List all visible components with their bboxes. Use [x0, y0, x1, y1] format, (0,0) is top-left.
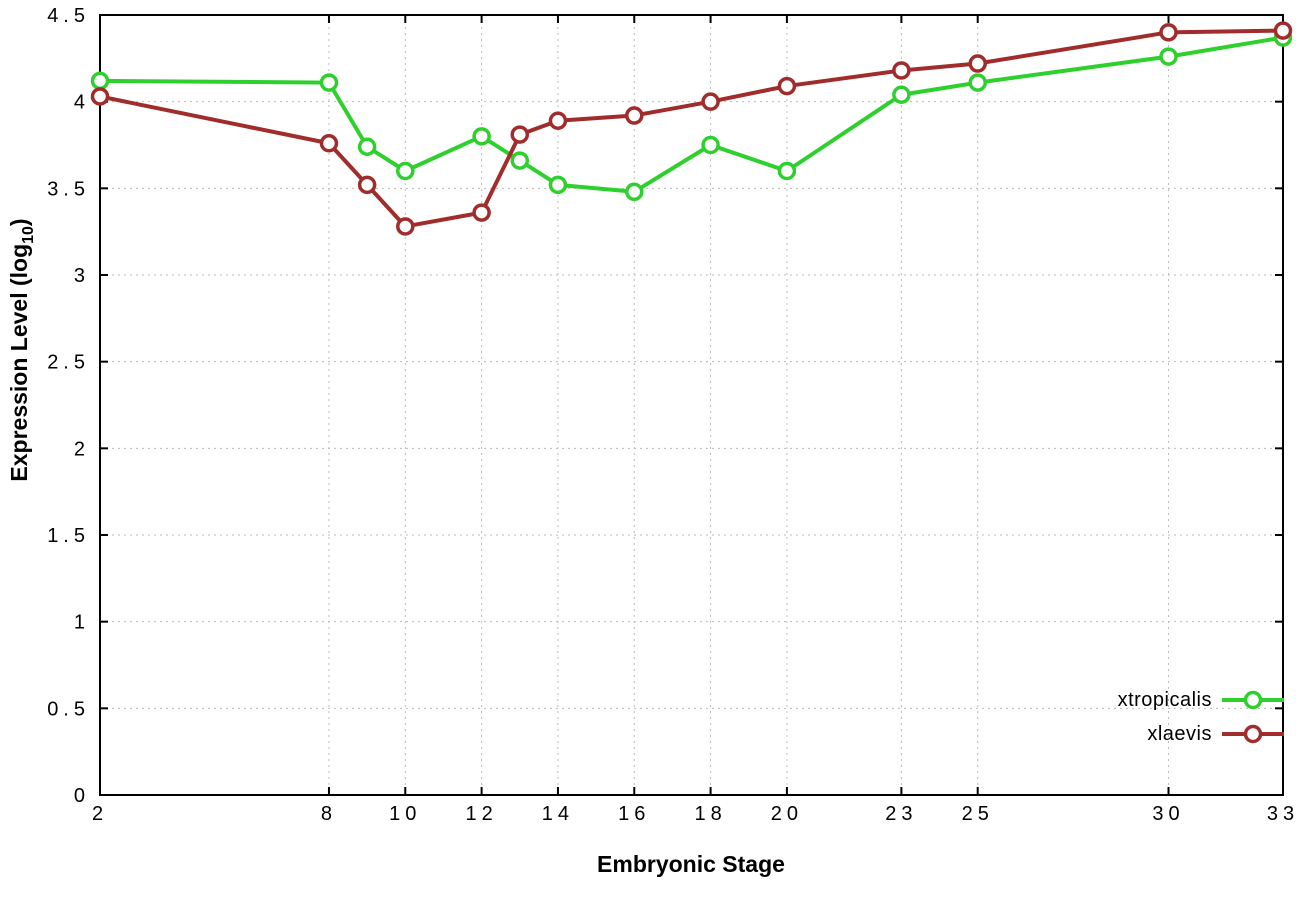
data-point-marker-xlaevis: [1159, 23, 1178, 42]
data-point-marker-xtropicalis: [396, 161, 415, 181]
data-point-marker-xlaevis: [701, 92, 720, 111]
data-point-marker-xtropicalis: [357, 137, 377, 156]
data-point-marker-xlaevis: [548, 111, 568, 130]
series-line-xtropicalis: [98, 35, 1285, 194]
x-tick-label: 18: [694, 803, 726, 825]
legend-key-marker-xtropicalis: [1243, 690, 1263, 710]
y-axis-label-text: Expression Level (log: [6, 243, 33, 482]
y-tick-label: 3.5: [47, 178, 90, 200]
x-tick-label: 10: [389, 803, 421, 825]
data-point-marker-xlaevis: [472, 203, 491, 222]
data-point-marker-xtropicalis: [777, 161, 797, 181]
x-axis-label: Embryonic Stage: [597, 851, 785, 877]
data-point-marker-xlaevis: [396, 217, 415, 236]
y-tick-label: 1: [74, 612, 90, 634]
y-tick-label: 0: [74, 785, 90, 807]
x-tick-label: 16: [618, 803, 650, 825]
data-point-marker-xlaevis: [777, 76, 797, 96]
legend-label-xlaevis: xlaevis: [1147, 723, 1212, 745]
data-point-marker-xlaevis: [90, 87, 110, 106]
legend-key-marker-xlaevis: [1243, 724, 1263, 744]
data-point-marker-xtropicalis: [472, 127, 491, 146]
data-point-marker-xlaevis: [1273, 21, 1293, 40]
data-point-marker-xtropicalis: [625, 182, 644, 202]
y-tick-label: 4.5: [47, 5, 90, 27]
y-tick-label: 1.5: [47, 525, 90, 547]
legend-label-xtropicalis: xtropicalis: [1117, 689, 1212, 711]
x-tick-label: 2: [92, 803, 108, 825]
x-tick-label: 33: [1267, 803, 1296, 825]
y-tick-label: 2: [74, 438, 90, 460]
data-point-marker-xtropicalis: [319, 73, 339, 92]
y-tick-label: 0.5: [47, 698, 90, 720]
data-point-marker-xlaevis: [319, 134, 339, 153]
data-point-marker-xtropicalis: [548, 175, 568, 195]
data-point-marker-xtropicalis: [892, 85, 911, 104]
x-tick-label: 25: [962, 803, 994, 825]
y-tick-label: 2.5: [47, 352, 90, 374]
plot-border: [99, 14, 1284, 796]
data-point-marker-xtropicalis: [968, 73, 987, 92]
x-tick-label: 8: [321, 803, 337, 825]
data-point-marker-xlaevis: [510, 125, 530, 144]
data-point-marker-xtropicalis: [701, 135, 720, 155]
data-point-marker-xtropicalis: [90, 71, 110, 91]
x-tick-label: 14: [542, 803, 574, 825]
y-axis-label: Expression Level (log10): [6, 218, 38, 481]
data-point-marker-xtropicalis: [1159, 47, 1178, 66]
x-tick-label: 30: [1152, 803, 1184, 825]
data-point-marker-xtropicalis: [510, 151, 530, 170]
y-axis-label-subscript: 10: [19, 226, 37, 244]
x-tick-label: 20: [771, 803, 803, 825]
x-tick-label: 12: [465, 803, 497, 825]
data-point-marker-xlaevis: [892, 61, 911, 80]
data-point-marker-xlaevis: [357, 175, 377, 195]
data-point-marker-xlaevis: [625, 106, 644, 125]
y-tick-label: 3: [74, 265, 90, 287]
data-point-marker-xlaevis: [968, 54, 987, 73]
y-axis-label-close: ): [6, 218, 33, 227]
series-line-xlaevis: [98, 28, 1285, 229]
y-tick-label: 4: [74, 92, 90, 114]
x-tick-label: 23: [885, 803, 917, 825]
